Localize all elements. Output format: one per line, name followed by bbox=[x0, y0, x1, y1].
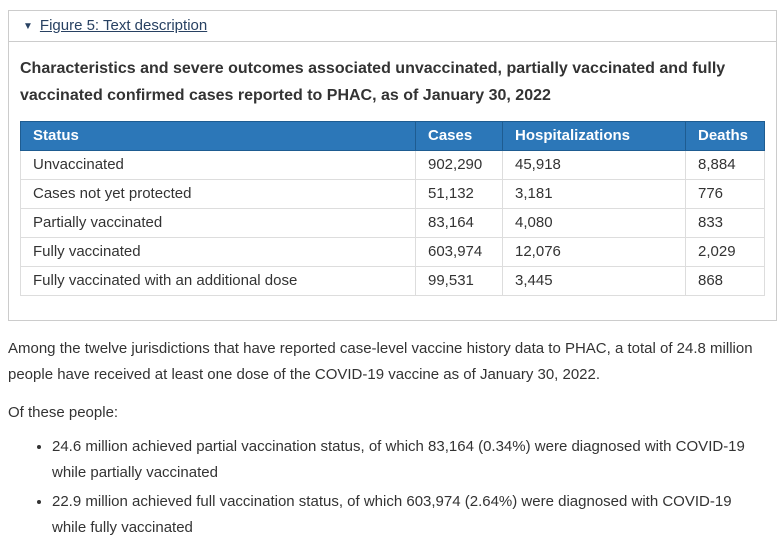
table-row: Fully vaccinated with an additional dose… bbox=[20, 266, 765, 296]
caret-down-icon: ▼ bbox=[23, 21, 33, 32]
cell-cases: 99,531 bbox=[415, 266, 503, 296]
table-row: Cases not yet protected 51,132 3,181 776 bbox=[20, 179, 765, 209]
vaccination-stats-list: 24.6 million achieved partial vaccinatio… bbox=[8, 434, 778, 541]
cell-deaths: 868 bbox=[685, 266, 765, 296]
cell-cases: 902,290 bbox=[415, 150, 503, 180]
cell-deaths: 2,029 bbox=[685, 237, 765, 267]
table-header-row: Status Cases Hospitalizations Deaths bbox=[20, 121, 765, 151]
figure5-summary-toggle[interactable]: ▼ Figure 5: Text description bbox=[9, 11, 776, 42]
cell-deaths: 8,884 bbox=[685, 150, 765, 180]
cell-deaths: 833 bbox=[685, 208, 765, 238]
cell-cases: 51,132 bbox=[415, 179, 503, 209]
list-item: 22.9 million achieved full vaccination s… bbox=[52, 489, 768, 541]
table-row: Fully vaccinated 603,974 12,076 2,029 bbox=[20, 237, 765, 267]
cell-deaths: 776 bbox=[685, 179, 765, 209]
list-item: 24.6 million achieved partial vaccinatio… bbox=[52, 434, 768, 486]
column-header-hospitalizations: Hospitalizations bbox=[502, 121, 686, 151]
cell-hospitalizations: 3,445 bbox=[502, 266, 686, 296]
cell-status: Fully vaccinated bbox=[20, 237, 416, 267]
column-header-status: Status bbox=[20, 121, 416, 151]
figure5-details: ▼ Figure 5: Text description Characterist… bbox=[8, 10, 777, 321]
cell-hospitalizations: 12,076 bbox=[502, 237, 686, 267]
cell-status: Unvaccinated bbox=[20, 150, 416, 180]
figure5-title: Characteristics and severe outcomes asso… bbox=[20, 60, 726, 104]
figure5-content: Characteristics and severe outcomes asso… bbox=[9, 42, 776, 320]
lead-in-text: Of these people: bbox=[8, 404, 119, 421]
cell-status: Cases not yet protected bbox=[20, 179, 416, 209]
cell-status: Partially vaccinated bbox=[20, 208, 416, 238]
table-row: Unvaccinated 902,290 45,918 8,884 bbox=[20, 150, 765, 180]
cell-cases: 603,974 bbox=[415, 237, 503, 267]
cell-hospitalizations: 3,181 bbox=[502, 179, 686, 209]
table-row: Partially vaccinated 83,164 4,080 833 bbox=[20, 208, 765, 238]
column-header-cases: Cases bbox=[415, 121, 503, 151]
figure5-summary-label: Figure 5: Text description bbox=[39, 17, 208, 34]
cell-cases: 83,164 bbox=[415, 208, 503, 238]
cell-status: Fully vaccinated with an additional dose bbox=[20, 266, 416, 296]
cell-hospitalizations: 4,080 bbox=[502, 208, 686, 238]
intro-paragraph: Among the twelve jurisdictions that have… bbox=[8, 340, 753, 383]
cell-hospitalizations: 45,918 bbox=[502, 150, 686, 180]
column-header-deaths: Deaths bbox=[685, 121, 765, 151]
vaccination-outcomes-table: Status Cases Hospitalizations Deaths Unv… bbox=[20, 121, 765, 296]
